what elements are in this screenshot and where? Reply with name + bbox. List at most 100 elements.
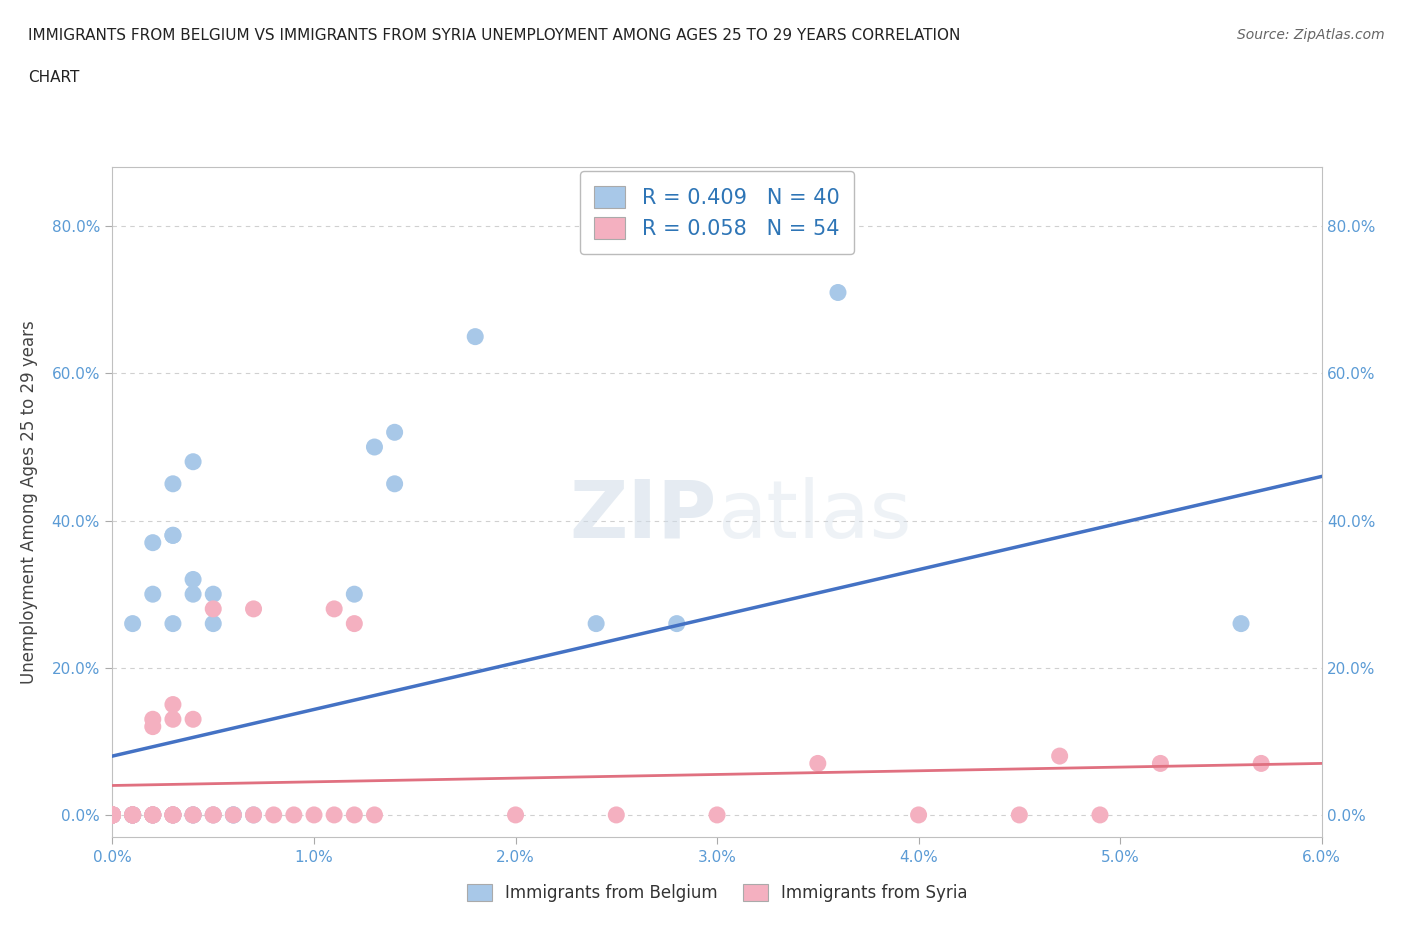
Point xyxy=(242,807,264,822)
Point xyxy=(121,617,143,631)
Point xyxy=(142,807,165,822)
Point xyxy=(101,807,124,822)
Y-axis label: Unemployment Among Ages 25 to 29 years: Unemployment Among Ages 25 to 29 years xyxy=(20,320,38,684)
Point xyxy=(142,719,165,734)
Text: Source: ZipAtlas.com: Source: ZipAtlas.com xyxy=(1237,28,1385,42)
Point xyxy=(384,476,406,491)
Point xyxy=(343,807,366,822)
Point xyxy=(302,807,325,822)
Point xyxy=(222,807,245,822)
Point xyxy=(323,807,346,822)
Point xyxy=(1049,749,1071,764)
Point xyxy=(181,587,204,602)
Point xyxy=(181,807,204,822)
Point xyxy=(1230,617,1253,631)
Point xyxy=(665,617,688,631)
Point xyxy=(142,587,165,602)
Point xyxy=(162,807,184,822)
Point xyxy=(907,807,929,822)
Point xyxy=(121,807,143,822)
Point xyxy=(605,807,627,822)
Point xyxy=(101,807,124,822)
Point xyxy=(162,528,184,543)
Point xyxy=(1008,807,1031,822)
Point xyxy=(121,807,143,822)
Point xyxy=(162,807,184,822)
Point xyxy=(162,528,184,543)
Point xyxy=(101,807,124,822)
Point xyxy=(101,807,124,822)
Point xyxy=(1088,807,1111,822)
Point xyxy=(101,807,124,822)
Point xyxy=(807,756,830,771)
Point xyxy=(222,807,245,822)
Point xyxy=(101,807,124,822)
Text: atlas: atlas xyxy=(717,476,911,554)
Point xyxy=(202,807,225,822)
Text: ZIP: ZIP xyxy=(569,476,717,554)
Point xyxy=(142,807,165,822)
Point xyxy=(505,807,527,822)
Point xyxy=(162,807,184,822)
Text: IMMIGRANTS FROM BELGIUM VS IMMIGRANTS FROM SYRIA UNEMPLOYMENT AMONG AGES 25 TO 2: IMMIGRANTS FROM BELGIUM VS IMMIGRANTS FR… xyxy=(28,28,960,43)
Point xyxy=(363,440,385,455)
Point xyxy=(585,617,607,631)
Point xyxy=(101,807,124,822)
Point xyxy=(101,807,124,822)
Point xyxy=(142,536,165,551)
Point xyxy=(283,807,305,822)
Point xyxy=(162,807,184,822)
Point xyxy=(464,329,486,344)
Point xyxy=(101,807,124,822)
Point xyxy=(101,807,124,822)
Point xyxy=(181,807,204,822)
Point xyxy=(706,807,728,822)
Point xyxy=(162,698,184,712)
Point xyxy=(181,454,204,469)
Point xyxy=(222,807,245,822)
Point xyxy=(242,602,264,617)
Point xyxy=(121,807,143,822)
Point xyxy=(101,807,124,822)
Point xyxy=(181,711,204,726)
Point xyxy=(202,617,225,631)
Point xyxy=(121,807,143,822)
Point xyxy=(202,807,225,822)
Text: CHART: CHART xyxy=(28,70,80,85)
Point xyxy=(202,587,225,602)
Point xyxy=(263,807,285,822)
Point xyxy=(1149,756,1171,771)
Point xyxy=(101,807,124,822)
Point xyxy=(101,807,124,822)
Point xyxy=(121,807,143,822)
Legend: Immigrants from Belgium, Immigrants from Syria: Immigrants from Belgium, Immigrants from… xyxy=(453,870,981,916)
Point xyxy=(142,807,165,822)
Point xyxy=(162,807,184,822)
Point xyxy=(181,807,204,822)
Point xyxy=(1250,756,1272,771)
Point xyxy=(142,711,165,726)
Point xyxy=(142,807,165,822)
Point xyxy=(323,602,346,617)
Point xyxy=(162,711,184,726)
Point xyxy=(202,602,225,617)
Point xyxy=(343,587,366,602)
Point xyxy=(363,807,385,822)
Point xyxy=(162,807,184,822)
Point xyxy=(181,572,204,587)
Point xyxy=(101,807,124,822)
Point xyxy=(162,617,184,631)
Point xyxy=(121,807,143,822)
Point xyxy=(384,425,406,440)
Point xyxy=(827,286,849,300)
Point xyxy=(121,807,143,822)
Point xyxy=(142,807,165,822)
Point xyxy=(343,617,366,631)
Point xyxy=(242,807,264,822)
Point xyxy=(162,476,184,491)
Point xyxy=(101,807,124,822)
Point xyxy=(202,807,225,822)
Point xyxy=(121,807,143,822)
Point xyxy=(121,807,143,822)
Point xyxy=(142,807,165,822)
